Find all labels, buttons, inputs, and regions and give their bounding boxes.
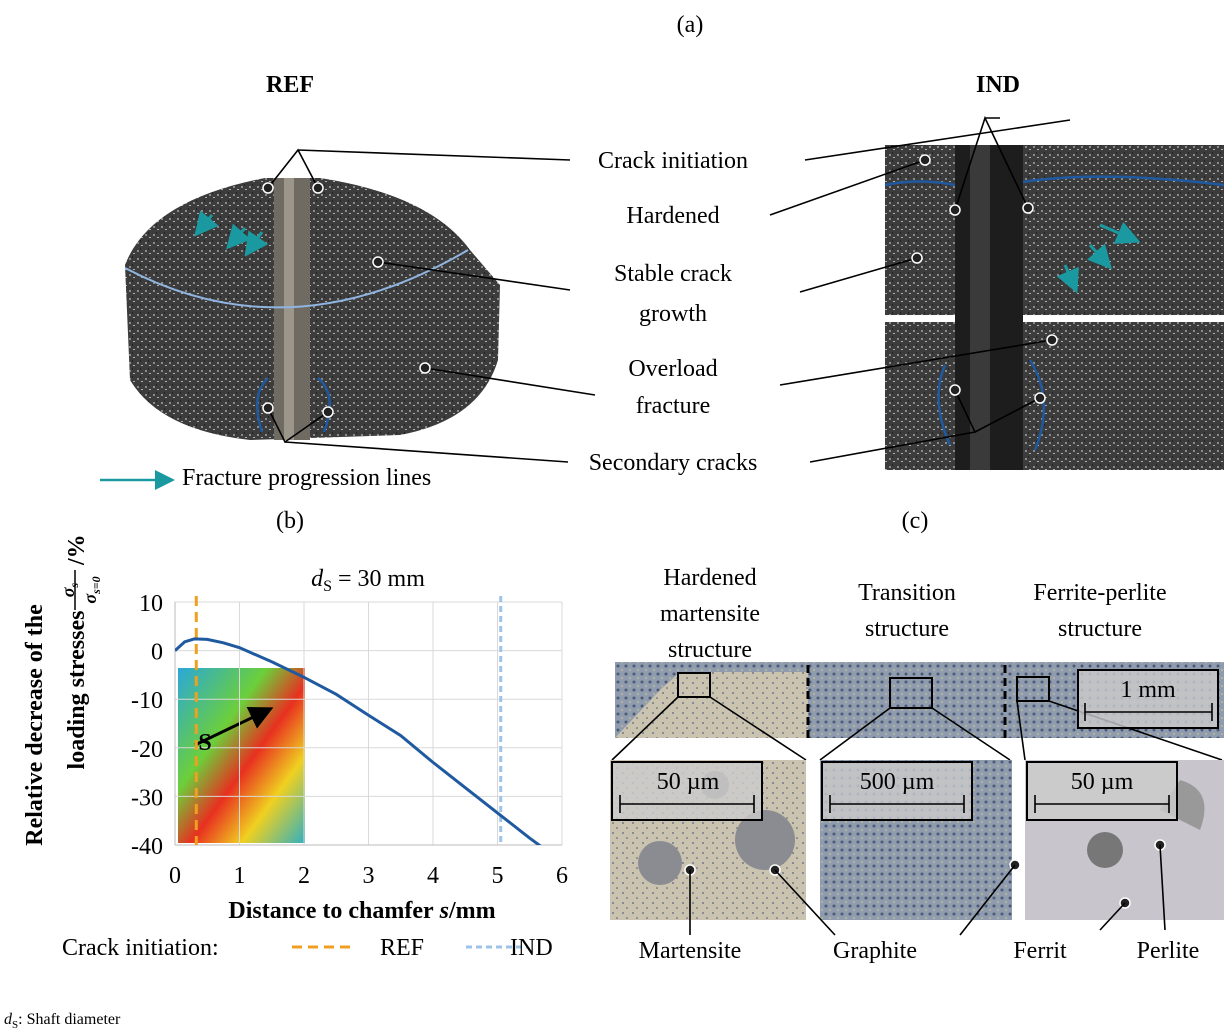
panel-label: (a) xyxy=(677,12,704,38)
panel-label: (b) xyxy=(276,508,304,534)
y-label-line2: loading stresses xyxy=(64,611,90,770)
y-tick-label: -30 xyxy=(131,785,163,811)
annotation: Secondary cracks xyxy=(589,450,758,476)
x-tick-label: 0 xyxy=(169,863,181,889)
specimen-label: IND xyxy=(976,72,1020,98)
footnote-text: : Shaft diameter xyxy=(18,1011,121,1028)
legend-label: IND xyxy=(510,935,553,961)
x-label-symbol: s xyxy=(439,898,449,924)
figure: (a) (b) (c) REF IND Crack initiation Hardened S… xyxy=(0,0,1224,1032)
y-tick-label: -20 xyxy=(131,737,163,763)
title-text: = 30 mm xyxy=(338,566,425,592)
y-tick-label: -10 xyxy=(131,688,163,714)
structure-label: structure xyxy=(1058,616,1142,642)
y-label-line1: Relative decrease of the xyxy=(22,604,48,846)
legend-title: Crack initiation: xyxy=(62,935,219,961)
x-tick-label: 5 xyxy=(492,863,504,889)
y-label-text: loading stresses xyxy=(64,611,90,770)
structure-label: Ferrite-perlite xyxy=(1033,580,1166,606)
x-label-unit: /mm xyxy=(448,898,496,924)
legend-label: REF xyxy=(380,935,424,961)
phase-label: Graphite xyxy=(833,938,917,964)
numerator-sub: s xyxy=(67,582,81,588)
annotation: Hardened xyxy=(626,203,719,229)
structure-label: Transition xyxy=(858,580,956,606)
y-tick-label: 10 xyxy=(139,591,163,617)
footnote: dS: Shaft diameter xyxy=(4,1011,121,1031)
x-tick-label: 1 xyxy=(234,863,246,889)
annotation: Crack initiation xyxy=(598,148,748,174)
scale-bar-label: 50 µm xyxy=(657,769,720,795)
y-label-unit: /% xyxy=(64,534,90,566)
x-tick-label: 3 xyxy=(363,863,375,889)
annotation: Stable crack xyxy=(614,261,732,287)
legend-label: Fracture progression lines xyxy=(182,465,431,491)
ref-photo xyxy=(125,178,500,440)
annotation: Overload xyxy=(628,356,717,382)
annotation: fracture xyxy=(636,393,711,419)
y-tick-label: -40 xyxy=(131,834,163,860)
specimen-label: REF xyxy=(266,72,314,98)
x-tick-label: 2 xyxy=(298,863,310,889)
denominator-sub: s=0 xyxy=(89,576,103,595)
structure-label: martensite xyxy=(660,601,760,627)
y-tick-label: 0 xyxy=(151,640,163,666)
phase-label: Perlite xyxy=(1137,938,1200,964)
phase-label: Martensite xyxy=(639,938,742,964)
scale-bar-label: 500 µm xyxy=(860,769,935,795)
inset-label: S xyxy=(198,730,211,756)
chart-title: dS= 30 mm xyxy=(311,566,425,595)
y-label-fraction: σsσs=0 xyxy=(58,576,103,603)
scale-bar-label: 50 µm xyxy=(1071,769,1134,795)
x-tick-label: 6 xyxy=(556,863,568,889)
scale-bar-label: 1 mm xyxy=(1120,677,1176,703)
structure-label: Hardened xyxy=(663,565,756,591)
annotation: growth xyxy=(639,301,707,327)
structure-label: structure xyxy=(865,616,949,642)
ind-photo xyxy=(885,145,1224,470)
phase-label: Ferrit xyxy=(1013,938,1067,964)
panel-label: (c) xyxy=(902,508,929,534)
x-tick-label: 4 xyxy=(427,863,439,889)
title-subscript: S xyxy=(323,578,332,595)
structure-label: structure xyxy=(668,637,752,663)
x-label-text: Distance to chamfer xyxy=(228,898,434,924)
